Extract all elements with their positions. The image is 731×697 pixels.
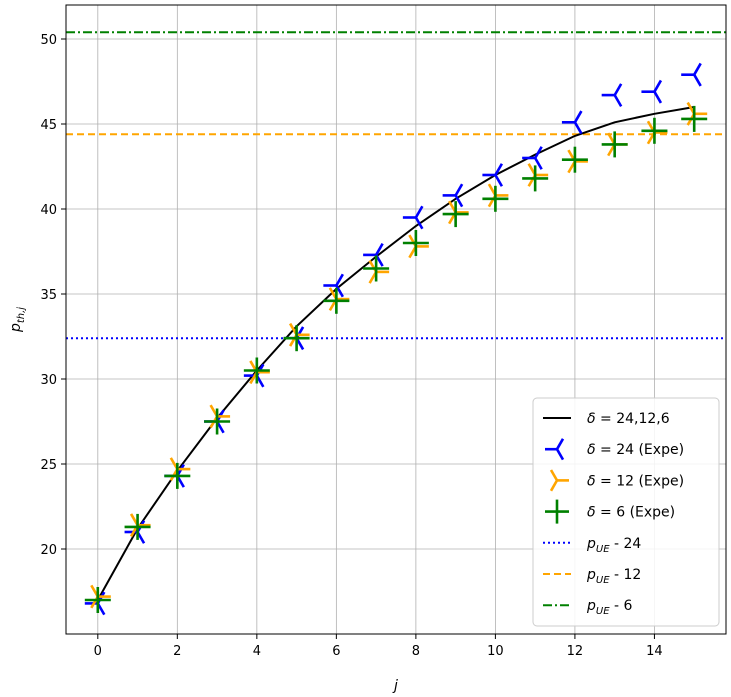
data-point <box>482 163 504 187</box>
data-point <box>164 462 191 489</box>
y-tick-label: 50 <box>40 33 57 48</box>
svg-text:pth,j: pth,j <box>8 307 27 333</box>
y-tick-label: 40 <box>40 203 57 218</box>
data-point <box>323 273 344 298</box>
data-point <box>90 584 111 609</box>
data-point <box>681 105 708 132</box>
y-tick-label: 45 <box>40 118 57 133</box>
data-point <box>408 234 429 259</box>
data-point <box>482 185 509 212</box>
x-tick-label: 14 <box>646 644 663 659</box>
data-point <box>641 117 668 144</box>
x-tick-label: 4 <box>253 644 261 659</box>
legend-label: δ = 6 (Expe) <box>587 505 675 521</box>
data-point <box>243 357 270 384</box>
data-point <box>448 200 469 225</box>
model-curve <box>96 106 695 601</box>
data-point <box>402 230 429 256</box>
data-point <box>686 101 708 126</box>
x-tick-label: 8 <box>412 644 420 659</box>
data-point <box>601 83 623 108</box>
data-point <box>641 79 663 104</box>
y-axis-label: pth,j <box>8 307 27 333</box>
x-axis-label: j <box>392 678 398 694</box>
data-point <box>129 513 151 538</box>
y-tick-label: 20 <box>40 543 57 558</box>
data-point <box>522 146 543 170</box>
data-point <box>681 62 702 87</box>
data-point <box>442 201 469 228</box>
legend-box <box>532 397 720 627</box>
legend-label: pUE - 12 <box>586 567 641 586</box>
legend-handle <box>545 438 565 461</box>
data-point <box>209 404 231 429</box>
y-tick-label: 35 <box>40 288 57 303</box>
plot-area-frame <box>65 4 727 635</box>
data-point <box>646 120 668 145</box>
legend-label: pUE - 6 <box>586 598 632 617</box>
data-point <box>442 183 464 208</box>
data-point <box>323 287 350 314</box>
legend-label: δ = 12 (Expe) <box>587 473 684 489</box>
data-point <box>522 165 549 192</box>
data-point <box>124 513 151 540</box>
x-tick-label: 2 <box>173 644 181 659</box>
data-point <box>84 587 111 613</box>
x-tick-label: 12 <box>567 644 584 659</box>
data-point <box>561 110 583 135</box>
data-point <box>601 131 628 158</box>
data-point <box>204 408 231 435</box>
data-point <box>567 149 588 174</box>
data-point <box>283 325 310 352</box>
data-point <box>487 183 509 208</box>
data-point <box>402 205 424 230</box>
reference-lines <box>66 31 726 340</box>
legend-handle <box>549 469 569 492</box>
data-point <box>561 146 588 173</box>
x-tick-label: 6 <box>332 644 340 659</box>
data-point <box>527 163 549 187</box>
data-point <box>368 259 390 284</box>
y-tick-label: 30 <box>40 373 57 388</box>
legend: δ = 24,12,6 δ = 24 (Expe) δ = 12 (Expe) δ =… <box>532 397 720 627</box>
axis-ticks: 0 2 4 6 8 10 12 14 20 25 30 35 40 45 50 <box>40 33 662 659</box>
legend-label: δ = 24,12,6 <box>587 411 670 427</box>
legend-label: δ = 24 (Expe) <box>587 442 684 458</box>
grid <box>66 5 726 634</box>
y-tick-label: 25 <box>40 458 57 473</box>
x-tick-label: 0 <box>94 644 102 659</box>
legend-handle <box>545 499 569 524</box>
data-point <box>363 255 390 282</box>
plot-series <box>84 62 708 616</box>
legend-label: pUE - 24 <box>586 536 641 555</box>
x-tick-label: 10 <box>487 644 504 659</box>
